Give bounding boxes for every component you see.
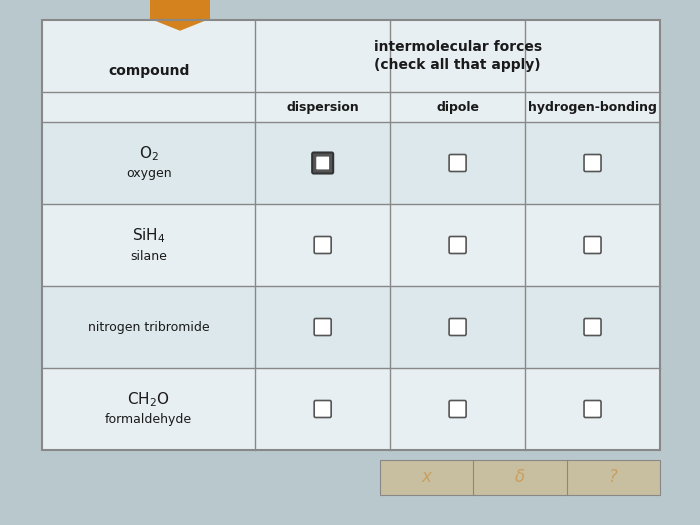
Bar <box>42 368 660 450</box>
Text: oxygen: oxygen <box>126 167 172 181</box>
Bar <box>42 92 660 122</box>
FancyBboxPatch shape <box>584 401 601 417</box>
FancyBboxPatch shape <box>584 154 601 172</box>
Bar <box>42 20 660 450</box>
FancyBboxPatch shape <box>314 319 331 335</box>
Bar <box>42 122 660 204</box>
Bar <box>42 20 660 92</box>
Bar <box>42 286 660 368</box>
Bar <box>380 460 660 495</box>
Text: $\delta$: $\delta$ <box>514 468 526 487</box>
Text: dispersion: dispersion <box>286 100 359 113</box>
Polygon shape <box>150 18 210 30</box>
Text: SiH$_4$: SiH$_4$ <box>132 227 165 245</box>
Text: compound: compound <box>108 64 189 78</box>
FancyBboxPatch shape <box>314 154 331 172</box>
FancyBboxPatch shape <box>449 236 466 254</box>
Text: x: x <box>421 468 432 487</box>
Bar <box>42 20 660 450</box>
FancyBboxPatch shape <box>584 236 601 254</box>
FancyBboxPatch shape <box>449 154 466 172</box>
Bar <box>42 204 660 286</box>
Text: O$_2$: O$_2$ <box>139 145 158 163</box>
Text: dipole: dipole <box>436 100 479 113</box>
Text: hydrogen-bonding: hydrogen-bonding <box>528 100 657 113</box>
Text: ?: ? <box>609 468 618 487</box>
Text: formaldehyde: formaldehyde <box>105 414 192 426</box>
FancyBboxPatch shape <box>584 319 601 335</box>
FancyBboxPatch shape <box>449 401 466 417</box>
FancyBboxPatch shape <box>449 319 466 335</box>
Text: intermolecular forces
(check all that apply): intermolecular forces (check all that ap… <box>374 40 542 72</box>
Text: nitrogen tribromide: nitrogen tribromide <box>88 320 209 333</box>
Text: CH$_2$O: CH$_2$O <box>127 391 170 410</box>
FancyBboxPatch shape <box>314 236 331 254</box>
FancyBboxPatch shape <box>314 401 331 417</box>
Text: silane: silane <box>130 249 167 262</box>
Bar <box>150 0 210 18</box>
